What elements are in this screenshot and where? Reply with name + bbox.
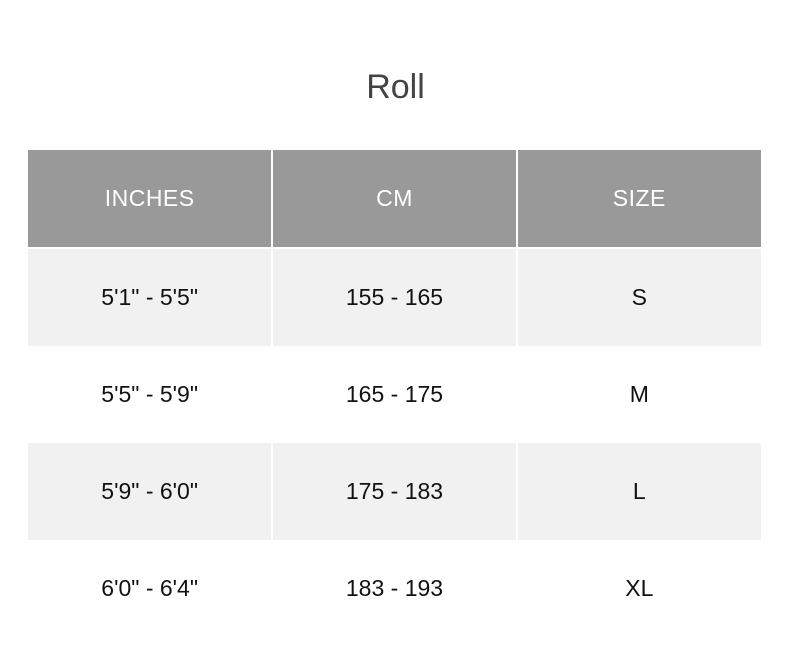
table-row: 5'5" - 5'9" 165 - 175 M [28, 346, 761, 443]
cell-inches: 5'9" - 6'0" [28, 443, 274, 540]
cell-cm: 165 - 175 [271, 346, 518, 443]
header-cm: CM [271, 150, 518, 249]
cell-cm: 155 - 165 [271, 248, 518, 346]
cell-size: S [515, 248, 761, 346]
size-chart-table: INCHES CM SIZE 5'1" - 5'5" 155 - 165 S 5… [28, 150, 761, 637]
cell-inches: 5'5" - 5'9" [28, 346, 274, 443]
header-inches: INCHES [28, 150, 274, 249]
table-row: 5'9" - 6'0" 175 - 183 L [28, 443, 761, 540]
table-row: 5'1" - 5'5" 155 - 165 S [28, 248, 761, 346]
cell-inches: 5'1" - 5'5" [28, 248, 274, 346]
page-title: Roll [366, 68, 425, 106]
cell-inches: 6'0" - 6'4" [28, 540, 274, 637]
cell-cm: 183 - 193 [271, 540, 518, 637]
cell-size: XL [515, 540, 761, 637]
header-row: INCHES CM SIZE [28, 150, 761, 249]
table-row: 6'0" - 6'4" 183 - 193 XL [28, 540, 761, 637]
cell-size: M [515, 346, 761, 443]
cell-cm: 175 - 183 [271, 443, 518, 540]
header-size: SIZE [515, 150, 761, 249]
cell-size: L [515, 443, 761, 540]
